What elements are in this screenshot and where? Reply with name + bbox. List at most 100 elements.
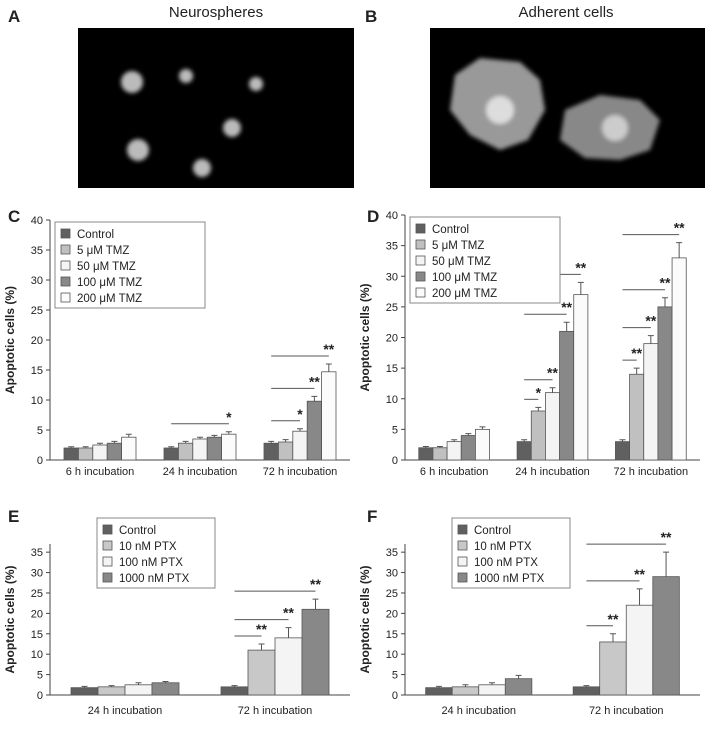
error-bar: [68, 446, 75, 448]
y-tick-label: 20: [386, 333, 398, 345]
bar: [263, 442, 279, 461]
y-tick-label: 30: [31, 568, 43, 580]
legend-swatch: [60, 228, 71, 239]
error-bar: [535, 406, 542, 411]
legend-swatch: [457, 540, 468, 551]
significance-label: **: [561, 299, 572, 315]
y-tick-label: 15: [31, 365, 43, 377]
y-tick-label: 40: [31, 215, 43, 227]
y-tick-label: 15: [386, 363, 398, 375]
significance-label: **: [634, 566, 645, 582]
y-axis-label: Apoptotic cells (%): [358, 565, 372, 673]
y-tick-label: 30: [386, 568, 398, 580]
bar: [516, 441, 532, 461]
significance-label: **: [631, 345, 642, 361]
bar: [657, 306, 673, 461]
legend-swatch: [102, 540, 113, 551]
legend-label: 5 μM TMZ: [432, 240, 484, 252]
bar: [163, 447, 179, 461]
significance-label: **: [547, 365, 558, 381]
error-bar: [676, 242, 683, 258]
legend-label: 1000 nM PTX: [474, 573, 545, 585]
error-bar: [297, 428, 303, 432]
error-bar: [135, 682, 142, 685]
y-tick-label: 10: [31, 649, 43, 661]
error-bar: [182, 440, 189, 444]
error-bar: [479, 426, 486, 430]
y-tick-label: 35: [31, 245, 43, 257]
bar: [671, 257, 687, 461]
error-bar: [661, 297, 668, 307]
error-bar: [435, 685, 442, 688]
error-bar: [577, 281, 584, 295]
legend-swatch: [60, 260, 71, 271]
significance-label: **: [674, 220, 685, 236]
x-tick-label: 72 h incubation: [614, 466, 689, 478]
error-bar: [231, 685, 238, 687]
error-bar: [462, 684, 469, 687]
bar: [475, 428, 490, 461]
error-bar: [285, 627, 292, 638]
bar: [92, 444, 108, 461]
panel-letter: F: [367, 507, 377, 526]
error-bar: [563, 321, 570, 332]
y-tick-label: 30: [31, 275, 43, 287]
bar: [451, 686, 480, 696]
x-tick-label: 72 h incubation: [263, 466, 338, 478]
error-bar: [465, 433, 472, 436]
error-bar: [619, 439, 626, 442]
legend-swatch: [102, 556, 113, 567]
legend-label: 50 μM TMZ: [77, 261, 136, 273]
bar: [220, 686, 249, 696]
error-bar: [437, 446, 444, 448]
significance-label: *: [297, 406, 303, 422]
bar: [446, 441, 462, 461]
bar: [629, 373, 645, 461]
legend-label: 10 nM PTX: [119, 541, 177, 553]
error-bar: [647, 335, 654, 344]
legend-swatch: [60, 276, 71, 287]
panel-letter: D: [367, 207, 379, 226]
bar: [321, 371, 337, 461]
y-tick-label: 25: [31, 305, 43, 317]
error-bar: [325, 363, 332, 372]
legend-label: 100 nM PTX: [119, 557, 183, 569]
significance-label: **: [323, 341, 334, 357]
legend-swatch: [415, 223, 426, 234]
error-bar: [609, 633, 616, 642]
y-tick-label: 10: [386, 649, 398, 661]
bar: [292, 430, 308, 461]
legend-swatch: [60, 244, 71, 255]
y-tick-label: 25: [386, 302, 398, 314]
y-tick-label: 35: [31, 547, 43, 559]
legend-swatch: [102, 572, 113, 583]
bar: [573, 294, 589, 461]
bar: [277, 441, 294, 461]
legend-label: 50 μM TMZ: [432, 256, 491, 268]
bar: [247, 649, 276, 696]
legend-swatch: [457, 556, 468, 567]
significance-label: **: [660, 275, 671, 291]
y-tick-label: 5: [392, 424, 398, 436]
error-bar: [211, 434, 218, 438]
legend-swatch: [415, 255, 426, 266]
bar: [530, 410, 546, 461]
error-bar: [108, 685, 115, 687]
y-tick-label: 5: [392, 670, 398, 682]
legend-swatch: [415, 239, 426, 250]
legend-swatch: [102, 524, 113, 535]
legend-label: 1000 nM PTX: [119, 573, 190, 585]
panel-letter: A: [8, 7, 20, 26]
bar: [124, 684, 153, 696]
error-bar: [489, 682, 496, 685]
bar: [418, 447, 434, 461]
legend-swatch: [457, 524, 468, 535]
legend-label: 200 μM TMZ: [77, 293, 142, 305]
bar: [221, 433, 237, 461]
legend-box: [96, 517, 216, 589]
y-axis-label: Apoptotic cells (%): [3, 565, 17, 673]
error-bar: [583, 685, 590, 687]
bar: [599, 641, 627, 696]
bar: [559, 330, 575, 461]
legend-swatch: [415, 271, 426, 282]
